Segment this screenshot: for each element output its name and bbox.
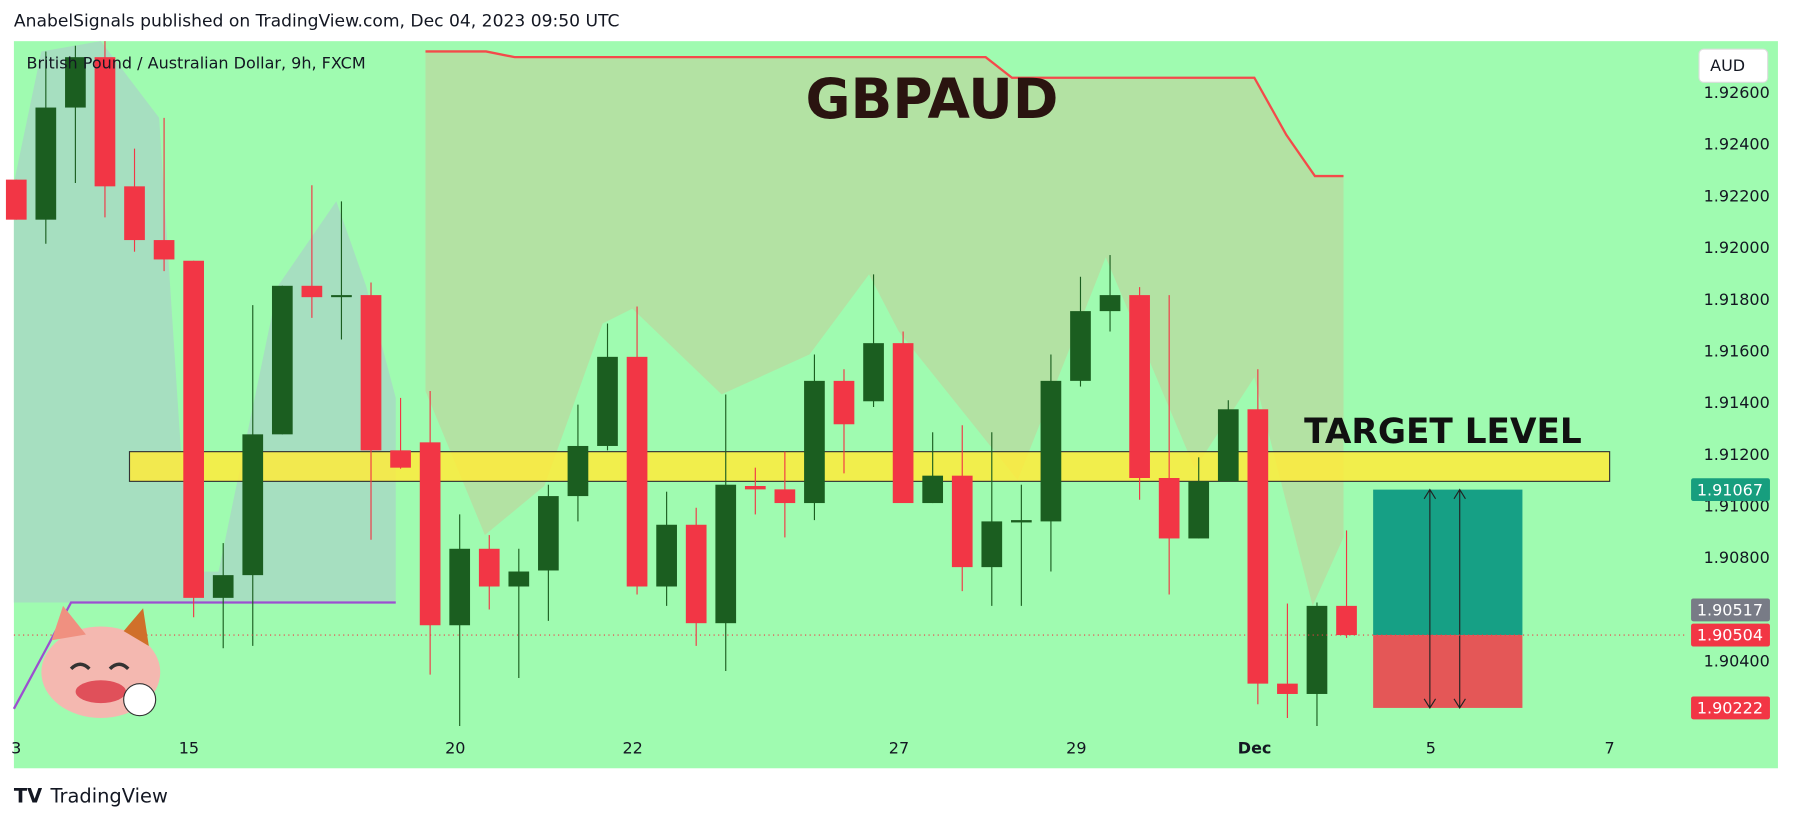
candle-body (1306, 605, 1328, 694)
x-tick-label: 22 (622, 738, 642, 757)
candle-body (360, 295, 382, 451)
candle-body (1099, 295, 1121, 312)
candle-body (685, 524, 707, 624)
x-tick-label: 3 (11, 738, 21, 757)
candle-body (567, 445, 589, 497)
candle-body (183, 260, 204, 598)
candle-body (1217, 409, 1239, 482)
price-label-box (1691, 598, 1770, 622)
mascot (41, 605, 161, 718)
range-arrow (1453, 488, 1466, 709)
brand: TradingView (49, 784, 167, 807)
price-label: 1.90222 (1697, 699, 1763, 718)
candle-body (124, 186, 145, 241)
candle-body (419, 442, 441, 626)
candle-body (656, 524, 677, 587)
candle-body (331, 295, 352, 298)
candle-body (538, 496, 559, 571)
annotation: TARGET LEVEL (1304, 412, 1582, 452)
candle-body (922, 475, 944, 504)
price-label: 1.90517 (1697, 601, 1763, 620)
candle-body (715, 484, 737, 624)
y-tick-label: 1.91200 (1704, 445, 1770, 464)
x-tick-label: 20 (445, 738, 465, 757)
profit-zone (1373, 489, 1523, 636)
candle-body (301, 285, 323, 298)
candle-body (1188, 481, 1210, 539)
loss-zone (1373, 635, 1523, 708)
x-tick-label: 27 (889, 738, 909, 757)
currency-box[interactable] (1698, 48, 1769, 83)
candle-body (271, 285, 293, 435)
candle-body (35, 107, 57, 220)
candle-body (774, 489, 796, 504)
y-tick-label: 1.91600 (1704, 341, 1770, 360)
y-tick-label: 1.92400 (1704, 135, 1770, 154)
x-tick-label: 7 (1605, 738, 1615, 757)
candle-body (508, 571, 530, 587)
y-tick-label: 1.90400 (1704, 651, 1770, 670)
candle-body (1129, 295, 1150, 478)
candle-body (833, 380, 855, 425)
price-label-box (1691, 478, 1770, 502)
y-tick-label: 1.90800 (1704, 548, 1770, 567)
price-label: 1.91067 (1697, 480, 1763, 499)
y-tick-label: 1.92600 (1704, 83, 1770, 102)
candle-body (863, 343, 884, 402)
price-label: 1.90504 (1697, 626, 1763, 645)
candle-body (5, 179, 27, 220)
range-arrow (1423, 488, 1437, 709)
price-label-box (1691, 696, 1770, 720)
cat-paw (123, 683, 157, 717)
x-tick-label: 5 (1426, 738, 1436, 757)
publisher: AnabelSignals published on TradingView.c… (14, 12, 620, 32)
currency[interactable]: AUD (1710, 56, 1745, 75)
cat-ear (123, 608, 149, 646)
candle-body (597, 356, 618, 446)
y-tick-label: 1.92000 (1704, 238, 1770, 257)
range-shade (425, 51, 1344, 606)
candle-body (1070, 311, 1091, 381)
cat-eyes (69, 662, 130, 671)
candle-body (1277, 683, 1298, 694)
candle-body (153, 240, 175, 260)
symbol: British Pound / Australian Dollar, 9h, F… (26, 54, 365, 73)
y-tick-label: 1.92200 (1704, 186, 1770, 205)
candle-body (892, 343, 914, 504)
cat-mouth (75, 680, 126, 704)
candle-body (626, 356, 648, 587)
price-label-box (1691, 623, 1770, 647)
chart-title: GBPAUD (806, 67, 1059, 131)
candle-body (1158, 477, 1180, 539)
x-tick-label: 29 (1066, 738, 1086, 757)
candle-body (212, 575, 234, 598)
candle-body (478, 548, 500, 587)
y-tick-label: 1.91800 (1704, 290, 1770, 309)
logo-mark: TV (14, 784, 42, 807)
candle-body (390, 450, 411, 468)
candle-body (804, 380, 825, 504)
candle-body (951, 475, 973, 568)
upper-band (425, 50, 1344, 178)
candle-body (94, 57, 116, 187)
y-tick-label: 1.91400 (1704, 393, 1770, 412)
candle-body (65, 57, 86, 108)
candle-body (981, 521, 1003, 568)
candle-body (1247, 409, 1269, 684)
candle-body (449, 548, 471, 626)
candle-body (1040, 380, 1062, 522)
candle-body (242, 434, 264, 576)
target-zone (128, 451, 1611, 482)
candle-body (744, 486, 766, 490)
candle-body (1336, 605, 1357, 636)
x-tick-label: Dec (1238, 738, 1272, 757)
candle-body (1011, 520, 1032, 523)
x-tick-label: 15 (179, 738, 199, 757)
y-tick-label: 1.91000 (1704, 496, 1770, 515)
